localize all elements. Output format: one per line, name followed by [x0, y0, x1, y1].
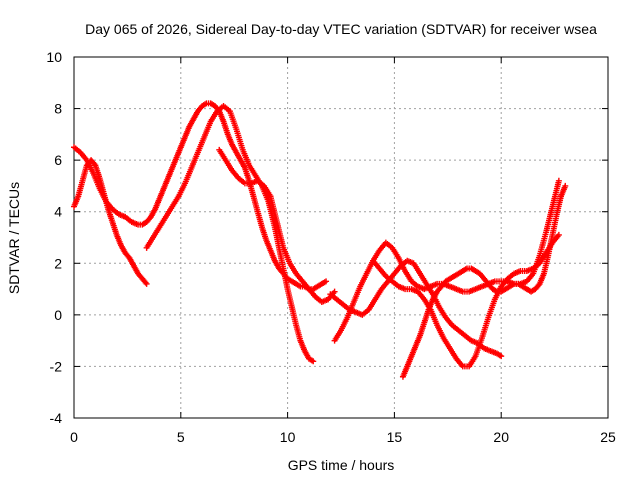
y-tick-label: 0: [54, 307, 62, 323]
data-point: [562, 182, 569, 189]
series-track-3: [143, 102, 317, 365]
tick-labels: 0 5 10 15 20 25 -4 -2 0 2 4 6 8 10: [46, 49, 616, 445]
x-tick-label: 20: [493, 429, 509, 445]
y-tick-label: -2: [50, 358, 63, 374]
data-point: [91, 161, 98, 168]
y-tick-label: -4: [50, 410, 63, 426]
y-tick-label: 10: [46, 49, 62, 65]
y-tick-label: 4: [54, 204, 62, 220]
y-tick-label: 8: [54, 101, 62, 117]
series-track-6: [327, 257, 505, 360]
data-point: [498, 353, 505, 360]
series-track-2: [71, 157, 150, 287]
data-point: [142, 279, 149, 286]
series-track-8: [370, 231, 562, 370]
data-point: [555, 231, 562, 238]
data-marks: [71, 100, 569, 380]
x-tick-label: 0: [70, 429, 78, 445]
data-point: [323, 278, 330, 285]
y-tick-label: 2: [54, 255, 62, 271]
x-tick-label: 15: [387, 429, 403, 445]
grid-lines: [74, 57, 608, 418]
data-point: [331, 288, 338, 295]
data-point: [555, 177, 562, 184]
y-tick-label: 6: [54, 152, 62, 168]
y-axis-label: SDTVAR / TECUs: [6, 182, 22, 294]
data-point: [535, 282, 542, 289]
x-tick-label: 5: [177, 429, 185, 445]
axis-ticks: [73, 56, 609, 419]
series-track-4: [216, 146, 338, 305]
x-tick-label: 25: [600, 429, 616, 445]
x-tick-label: 10: [280, 429, 296, 445]
data-point: [310, 358, 317, 365]
x-axis-label: GPS time / hours: [288, 457, 395, 473]
plot-frame: [73, 56, 609, 419]
chart-title: Day 065 of 2026, Sidereal Day-to-day VTE…: [85, 21, 597, 37]
data-point: [143, 280, 150, 287]
